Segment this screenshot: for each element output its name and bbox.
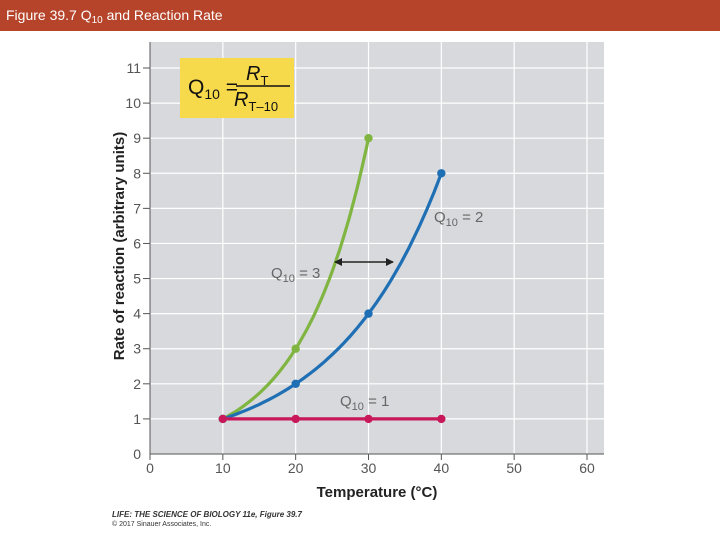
x-tick-label: 10: [215, 460, 231, 476]
y-tick-label: 8: [133, 165, 141, 181]
data-point: [218, 414, 228, 424]
x-tick-label: 50: [506, 460, 522, 476]
formula-box: [180, 58, 294, 118]
data-point: [364, 309, 373, 318]
y-tick-label: 9: [133, 130, 141, 146]
axes: 0 1 2 3 4 5 6 7 8 9 10 11 0 10 20 30 40 50 60: [125, 42, 604, 476]
series-line-2: [221, 171, 443, 421]
data-point: [437, 169, 446, 178]
y-tick-label: 7: [133, 200, 141, 216]
title-rest: and Reaction Rate: [106, 7, 223, 23]
credit-line-1: LIFE: THE SCIENCE OF BIOLOGY 11e, Figure…: [112, 510, 302, 519]
y-tick-label: 10: [125, 95, 141, 111]
q10-formula: Q10 = RT RT–10: [180, 58, 294, 118]
y-tick-label: 1: [133, 411, 141, 427]
y-tick-label: 2: [133, 376, 141, 392]
y-tick-label: 0: [133, 446, 141, 462]
data-point: [364, 414, 373, 424]
y-axis-label: Rate of reaction (arbitrary units): [111, 132, 128, 360]
data-point: [291, 344, 300, 353]
x-tick-label: 0: [146, 460, 154, 476]
data-points: [218, 133, 446, 424]
credit-line-2: © 2017 Sinauer Associates, Inc.: [112, 521, 212, 528]
y-tick-label: 3: [133, 341, 141, 357]
data-point: [291, 379, 300, 389]
slide-title: Figure 39.7 Q10 and Reaction Rate: [6, 7, 223, 26]
data-point: [291, 414, 300, 424]
x-tick-label: 20: [288, 460, 304, 476]
y-tick-label: 5: [133, 271, 141, 287]
data-point: [364, 133, 373, 143]
y-tick-label: 6: [133, 235, 141, 251]
title-q-subscript: 10: [91, 15, 103, 26]
x-axis-label: Temperature (°C): [317, 484, 438, 501]
y-tick-label: 11: [126, 60, 141, 76]
formula-lhs: Q10 =: [188, 76, 238, 102]
x-tick-label: 60: [579, 460, 595, 476]
title-q: Q: [80, 7, 92, 23]
title-bar: Figure 39.7 Q10 and Reaction Rate: [0, 0, 720, 31]
title-figure-number: Figure 39.7: [6, 7, 77, 23]
formula-denominator: RT–10: [234, 89, 278, 114]
x-tick-label: 40: [434, 460, 450, 476]
data-point: [437, 414, 446, 424]
x-tick-label: 30: [361, 460, 377, 476]
y-tick-label: 4: [133, 306, 141, 322]
